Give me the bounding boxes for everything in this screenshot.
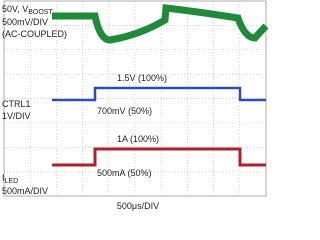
vboost-label: 50V, VBOOST xyxy=(2,4,53,16)
iled-trace xyxy=(52,147,266,167)
page: 50V, VBOOST 500mV/DIV (AC-COUPLED) 1.5V … xyxy=(2,0,269,211)
iled-high: 1A (100%) xyxy=(117,134,159,144)
vboost-label-sub: BOOST xyxy=(28,9,53,16)
ctrl-low: 700mV (50%) xyxy=(97,106,152,116)
ctrl-high: 1.5V (100%) xyxy=(117,73,167,83)
ctrl-label: CTRL1 xyxy=(2,99,31,109)
vboost-trace xyxy=(52,4,269,44)
iled-label-main: I xyxy=(2,173,5,183)
iled-label-sub: LED xyxy=(5,178,19,185)
timebase: 500μs/DIV xyxy=(117,201,159,211)
ctrl-scale: 1V/DIV xyxy=(2,111,31,121)
scope-screen: 50V, VBOOST 500mV/DIV (AC-COUPLED) 1.5V … xyxy=(2,0,269,211)
iled-label: ILED xyxy=(2,173,18,185)
iled-scale: 500mA/DIV xyxy=(2,186,48,196)
ctrl-trace xyxy=(52,86,266,102)
vboost-scale: 500mV/DIV xyxy=(2,17,48,27)
iled-low: 500mA (50%) xyxy=(97,168,152,178)
vboost-label-main: 50V, V xyxy=(2,4,28,14)
vboost-coupling: (AC-COUPLED) xyxy=(2,29,67,39)
